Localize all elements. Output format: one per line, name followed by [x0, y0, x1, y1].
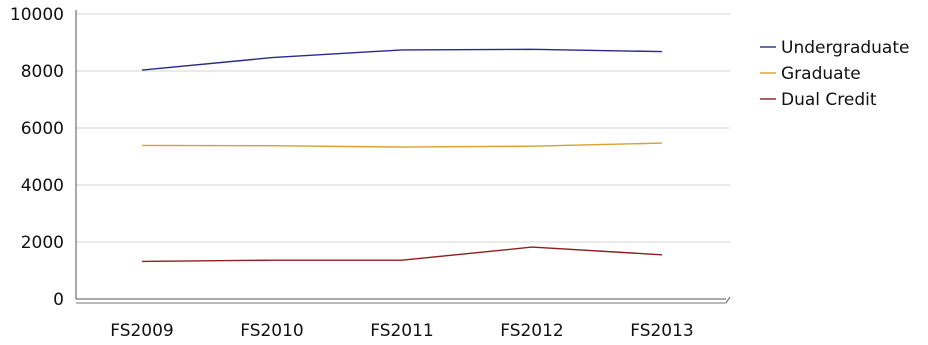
grid-layer [76, 13, 730, 243]
y-tick-label: 8000 [21, 62, 64, 82]
axis-layer [75, 10, 731, 304]
y-tick-label: 0 [53, 290, 64, 310]
y-tick-label: 4000 [21, 176, 64, 196]
y-tick-label: 10000 [10, 5, 64, 25]
y-tick-labels: 0 2000 4000 6000 8000 10000 [10, 5, 64, 310]
legend: Undergraduate Graduate Dual Credit [760, 38, 909, 110]
x-axis-corner [725, 296, 731, 304]
x-tick-label: FS2012 [500, 321, 564, 341]
series-line-dual-credit [141, 246, 663, 263]
legend-label-graduate: Graduate [781, 64, 861, 84]
y-tick-label: 6000 [21, 119, 64, 139]
series-line-undergraduate [141, 48, 663, 71]
legend-label-dual-credit: Dual Credit [781, 90, 877, 110]
x-tick-label: FS2013 [630, 321, 694, 341]
y-tick-label: 2000 [21, 233, 64, 253]
series-line-graduate [141, 142, 663, 148]
x-tick-label: FS2010 [240, 321, 304, 341]
x-tick-label: FS2011 [370, 321, 434, 341]
legend-label-undergraduate: Undergraduate [781, 38, 909, 58]
x-tick-label: FS2009 [110, 321, 174, 341]
series-layer [141, 48, 663, 263]
x-tick-labels: FS2009 FS2010 FS2011 FS2012 FS2013 [110, 321, 694, 341]
